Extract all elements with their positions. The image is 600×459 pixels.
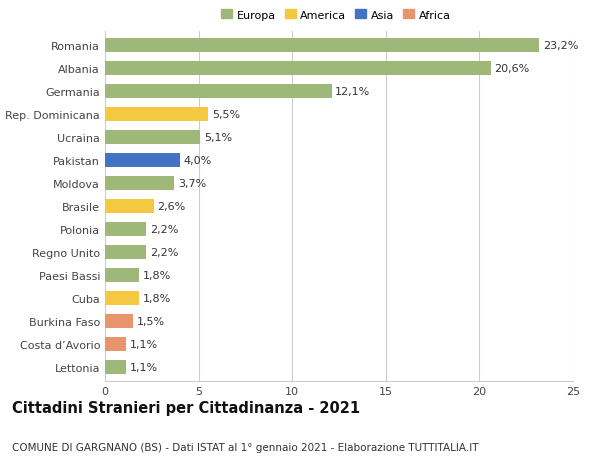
Bar [105,337,125,352]
Text: 4,0%: 4,0% [184,156,212,166]
Bar [105,153,180,168]
Bar [105,245,146,259]
Text: 20,6%: 20,6% [494,64,530,74]
Bar [105,314,133,328]
Bar [105,84,332,99]
Text: 12,1%: 12,1% [335,87,371,97]
Bar [105,360,125,374]
Bar [105,268,139,282]
Bar [105,62,491,76]
Text: 23,2%: 23,2% [543,41,578,51]
Text: Cittadini Stranieri per Cittadinanza - 2021: Cittadini Stranieri per Cittadinanza - 2… [12,400,360,415]
Bar [105,176,174,190]
Legend: Europa, America, Asia, Africa: Europa, America, Asia, Africa [219,8,453,22]
Text: 2,2%: 2,2% [150,224,178,235]
Text: COMUNE DI GARGNANO (BS) - Dati ISTAT al 1° gennaio 2021 - Elaborazione TUTTITALI: COMUNE DI GARGNANO (BS) - Dati ISTAT al … [12,442,479,452]
Text: 1,1%: 1,1% [130,362,157,372]
Text: 2,6%: 2,6% [157,202,185,212]
Text: 1,1%: 1,1% [130,339,157,349]
Text: 1,8%: 1,8% [142,270,170,280]
Bar [105,39,539,53]
Bar [105,222,146,237]
Bar [105,130,200,145]
Bar [105,107,208,122]
Text: 1,8%: 1,8% [142,293,170,303]
Text: 2,2%: 2,2% [150,247,178,257]
Bar [105,199,154,213]
Text: 5,5%: 5,5% [212,110,240,120]
Text: 5,1%: 5,1% [204,133,232,143]
Text: 1,5%: 1,5% [137,316,165,326]
Text: 3,7%: 3,7% [178,179,206,189]
Bar [105,291,139,306]
